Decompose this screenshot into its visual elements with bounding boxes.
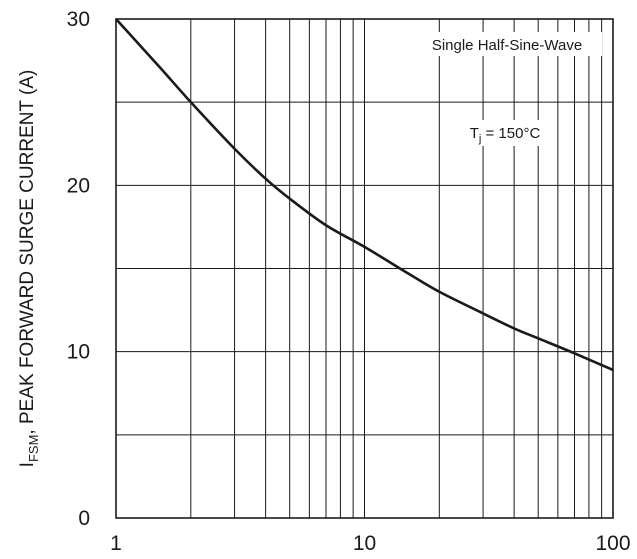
y-tick-label: 30 bbox=[67, 8, 90, 31]
x-tick-label: 1 bbox=[110, 532, 122, 555]
series-line bbox=[115, 18, 614, 372]
temperature-label-rest: = 150°C bbox=[481, 125, 540, 142]
grid bbox=[116, 19, 613, 518]
y-axis-label-rest: , PEAK FORWARD SURGE CURRENT (A) bbox=[17, 70, 38, 435]
tick-labels: 1 10 100 0 10 20 30 bbox=[67, 8, 631, 555]
temperature-label-main: T bbox=[470, 125, 479, 142]
y-axis-label-subscript: FSM bbox=[26, 435, 41, 462]
plot-frame bbox=[115, 18, 614, 519]
x-tick-label: 100 bbox=[595, 532, 630, 555]
y-axis-label-main: I bbox=[17, 462, 38, 467]
waveform-label-background bbox=[412, 32, 602, 56]
temperature-label-background bbox=[445, 120, 557, 146]
y-tick-label: 0 bbox=[78, 507, 90, 530]
series-group bbox=[115, 18, 614, 372]
y-axis-label: IFSM, PEAK FORWARD SURGE CURRENT (A) bbox=[17, 70, 41, 468]
waveform-label: Single Half-Sine-Wave bbox=[432, 37, 582, 54]
x-tick-label: 10 bbox=[353, 532, 376, 555]
y-tick-label: 10 bbox=[67, 341, 90, 364]
temperature-label: Tj = 150°C bbox=[470, 125, 541, 145]
temperature-label-subscript: j bbox=[478, 133, 481, 145]
y-tick-label: 20 bbox=[67, 174, 90, 197]
